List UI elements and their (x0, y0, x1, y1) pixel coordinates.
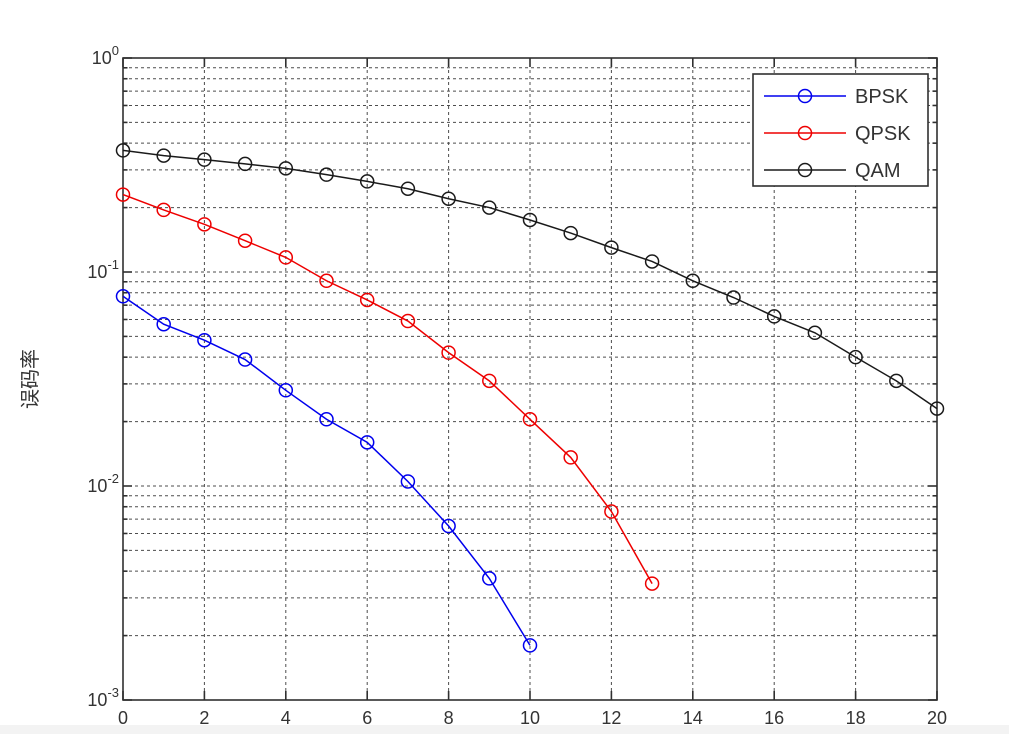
data-point-marker (156, 316, 171, 332)
x-tick-label: 6 (362, 708, 372, 728)
data-point-marker (644, 254, 660, 269)
series-qam (115, 143, 945, 416)
data-point-marker (604, 240, 619, 255)
series-line (122, 295, 531, 646)
y-tick-label: 10-1 (87, 257, 119, 282)
data-point-marker (644, 576, 660, 591)
legend-item-bpsk: BPSK (764, 86, 909, 108)
x-tick-label: 8 (444, 708, 454, 728)
data-point-marker (319, 412, 334, 427)
y-tick-label: 10-2 (87, 471, 119, 496)
data-point-marker (563, 225, 578, 241)
data-point-marker (156, 202, 171, 218)
data-point-marker (482, 200, 497, 215)
y-tick-label: 10-3 (87, 685, 119, 710)
data-point-marker (400, 474, 416, 489)
data-point-marker (359, 174, 375, 189)
data-point-marker (319, 167, 334, 182)
x-tick-labels: 0 2 4 6 8 10 12 14 16 18 20 (118, 708, 947, 728)
data-point-marker (848, 349, 863, 365)
data-point-marker (563, 450, 578, 465)
data-point-marker (441, 518, 456, 534)
data-point-marker (197, 332, 212, 348)
legend-item-qam: QAM (764, 160, 901, 182)
data-point-marker (197, 152, 212, 167)
x-tick-label: 20 (927, 708, 947, 728)
x-tick-label: 4 (281, 708, 291, 728)
x-tick-label: 0 (118, 708, 128, 728)
data-point-marker (929, 401, 945, 416)
y-tick-labels: 100 10-1 10-2 10-3 (87, 43, 119, 710)
data-point-marker (685, 273, 701, 289)
data-point-marker (441, 345, 456, 360)
legend-label: QAM (855, 160, 901, 182)
data-point-marker (156, 148, 171, 163)
x-tick-label: 12 (601, 708, 621, 728)
x-tick-label: 10 (520, 708, 540, 728)
data-point-marker (359, 435, 375, 450)
legend-item-qpsk: QPSK (764, 123, 911, 145)
series-bpsk (115, 289, 538, 653)
x-tick-label: 14 (683, 708, 703, 728)
data-point-marker (278, 383, 294, 398)
data-point-marker (522, 638, 538, 653)
data-point-marker (766, 309, 782, 324)
data-point-marker (482, 571, 497, 586)
series-qpsk (115, 187, 660, 591)
data-point-marker (726, 290, 741, 305)
legend-box (752, 73, 929, 187)
data-point-marker (522, 212, 538, 228)
data-point-marker (237, 352, 253, 367)
legend-label: BPSK (855, 86, 909, 108)
x-tick-label: 18 (846, 708, 866, 728)
series-line (122, 193, 653, 584)
y-tick-label: 100 (92, 43, 119, 68)
data-point-marker (807, 325, 823, 341)
axis-ticks (122, 57, 938, 701)
data-point-marker (400, 181, 416, 196)
data-point-marker (522, 412, 538, 427)
data-point-marker (359, 292, 375, 308)
data-point-marker (278, 250, 294, 265)
data-point-marker (319, 273, 334, 289)
data-point-marker (115, 187, 131, 202)
data-point-marker (441, 191, 456, 206)
legend-marker (797, 125, 813, 141)
legend-marker (797, 88, 813, 104)
data-point-marker (115, 289, 131, 304)
x-tick-label: 16 (764, 708, 784, 728)
legend-marker (797, 162, 813, 178)
data-point-marker (115, 143, 131, 158)
data-point-marker (400, 313, 416, 329)
legend-label: QPSK (855, 123, 911, 145)
data-point-marker (237, 156, 253, 172)
legend: BPSK QPSK QAM (752, 73, 929, 187)
x-tick-label: 2 (199, 708, 209, 728)
y-axis-label: 误码率 (19, 349, 42, 409)
data-point-marker (197, 217, 212, 232)
data-point-marker (604, 504, 619, 519)
data-point-marker (889, 373, 904, 389)
series-line (122, 149, 938, 410)
data-point-marker (237, 233, 253, 248)
data-point-marker (278, 161, 294, 176)
data-point-marker (482, 373, 497, 389)
window-edge-strip (0, 725, 1009, 734)
